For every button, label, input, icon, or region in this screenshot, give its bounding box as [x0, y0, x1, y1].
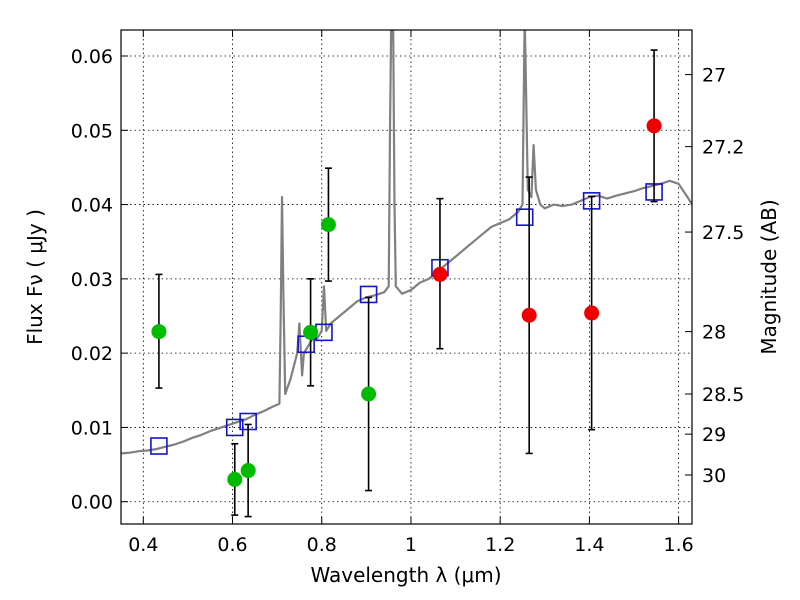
data-point — [432, 266, 448, 282]
y-tick-label: 0.02 — [71, 343, 113, 365]
y-axis-label: Flux Fν ( μJy ) — [23, 209, 47, 345]
y2-tick-label: 29 — [702, 424, 726, 446]
x-tick-label: 0.4 — [128, 534, 158, 556]
axis-ticks: 0.4 0.6 0.8 1 1.2 1.4 1.6 0.00 0.01 0.02 0.03 0.04 0… — [71, 30, 744, 556]
y2-tick-label: 27 — [702, 65, 726, 87]
spectrum-line — [121, 30, 692, 455]
plot-frame — [120, 29, 693, 525]
y-tick-label: 0.00 — [71, 492, 113, 514]
y-tick-label: 0.05 — [71, 120, 113, 142]
x-tick-label: 1.4 — [574, 534, 604, 556]
x-tick-label: 0.6 — [217, 534, 247, 556]
y2-axis-label: Magnitude (AB) — [757, 199, 781, 354]
y-tick-label: 0.03 — [71, 269, 113, 291]
y2-tick-label: 27.5 — [702, 222, 744, 244]
y2-tick-label: 27.2 — [702, 137, 744, 159]
model-square-marker — [515, 208, 534, 226]
model-square-marker — [225, 418, 244, 437]
data-point — [151, 324, 167, 340]
y2-tick-label: 28.5 — [702, 384, 744, 406]
data-point — [303, 324, 319, 340]
model-square-marker — [150, 437, 168, 455]
plot-area — [121, 30, 692, 518]
data-point — [646, 118, 662, 134]
data-point — [320, 217, 336, 233]
data-point — [584, 305, 600, 321]
x-tick-label: 1.6 — [664, 534, 694, 556]
y-tick-label: 0.06 — [71, 46, 113, 68]
x-tick-label: 1 — [405, 534, 417, 556]
y-tick-label: 0.04 — [71, 195, 113, 217]
y-tick-label: 0.01 — [71, 417, 113, 439]
x-axis-label: Wavelength λ (μm) — [310, 563, 501, 587]
y2-tick-label: 30 — [702, 465, 726, 487]
data-point — [227, 471, 243, 487]
data-point — [240, 463, 256, 479]
grid-lines — [121, 30, 692, 524]
y2-tick-label: 28 — [702, 322, 726, 344]
data-point — [521, 307, 537, 323]
data-point — [361, 386, 377, 402]
x-tick-label: 0.8 — [307, 534, 337, 556]
x-tick-label: 1.2 — [485, 534, 515, 556]
